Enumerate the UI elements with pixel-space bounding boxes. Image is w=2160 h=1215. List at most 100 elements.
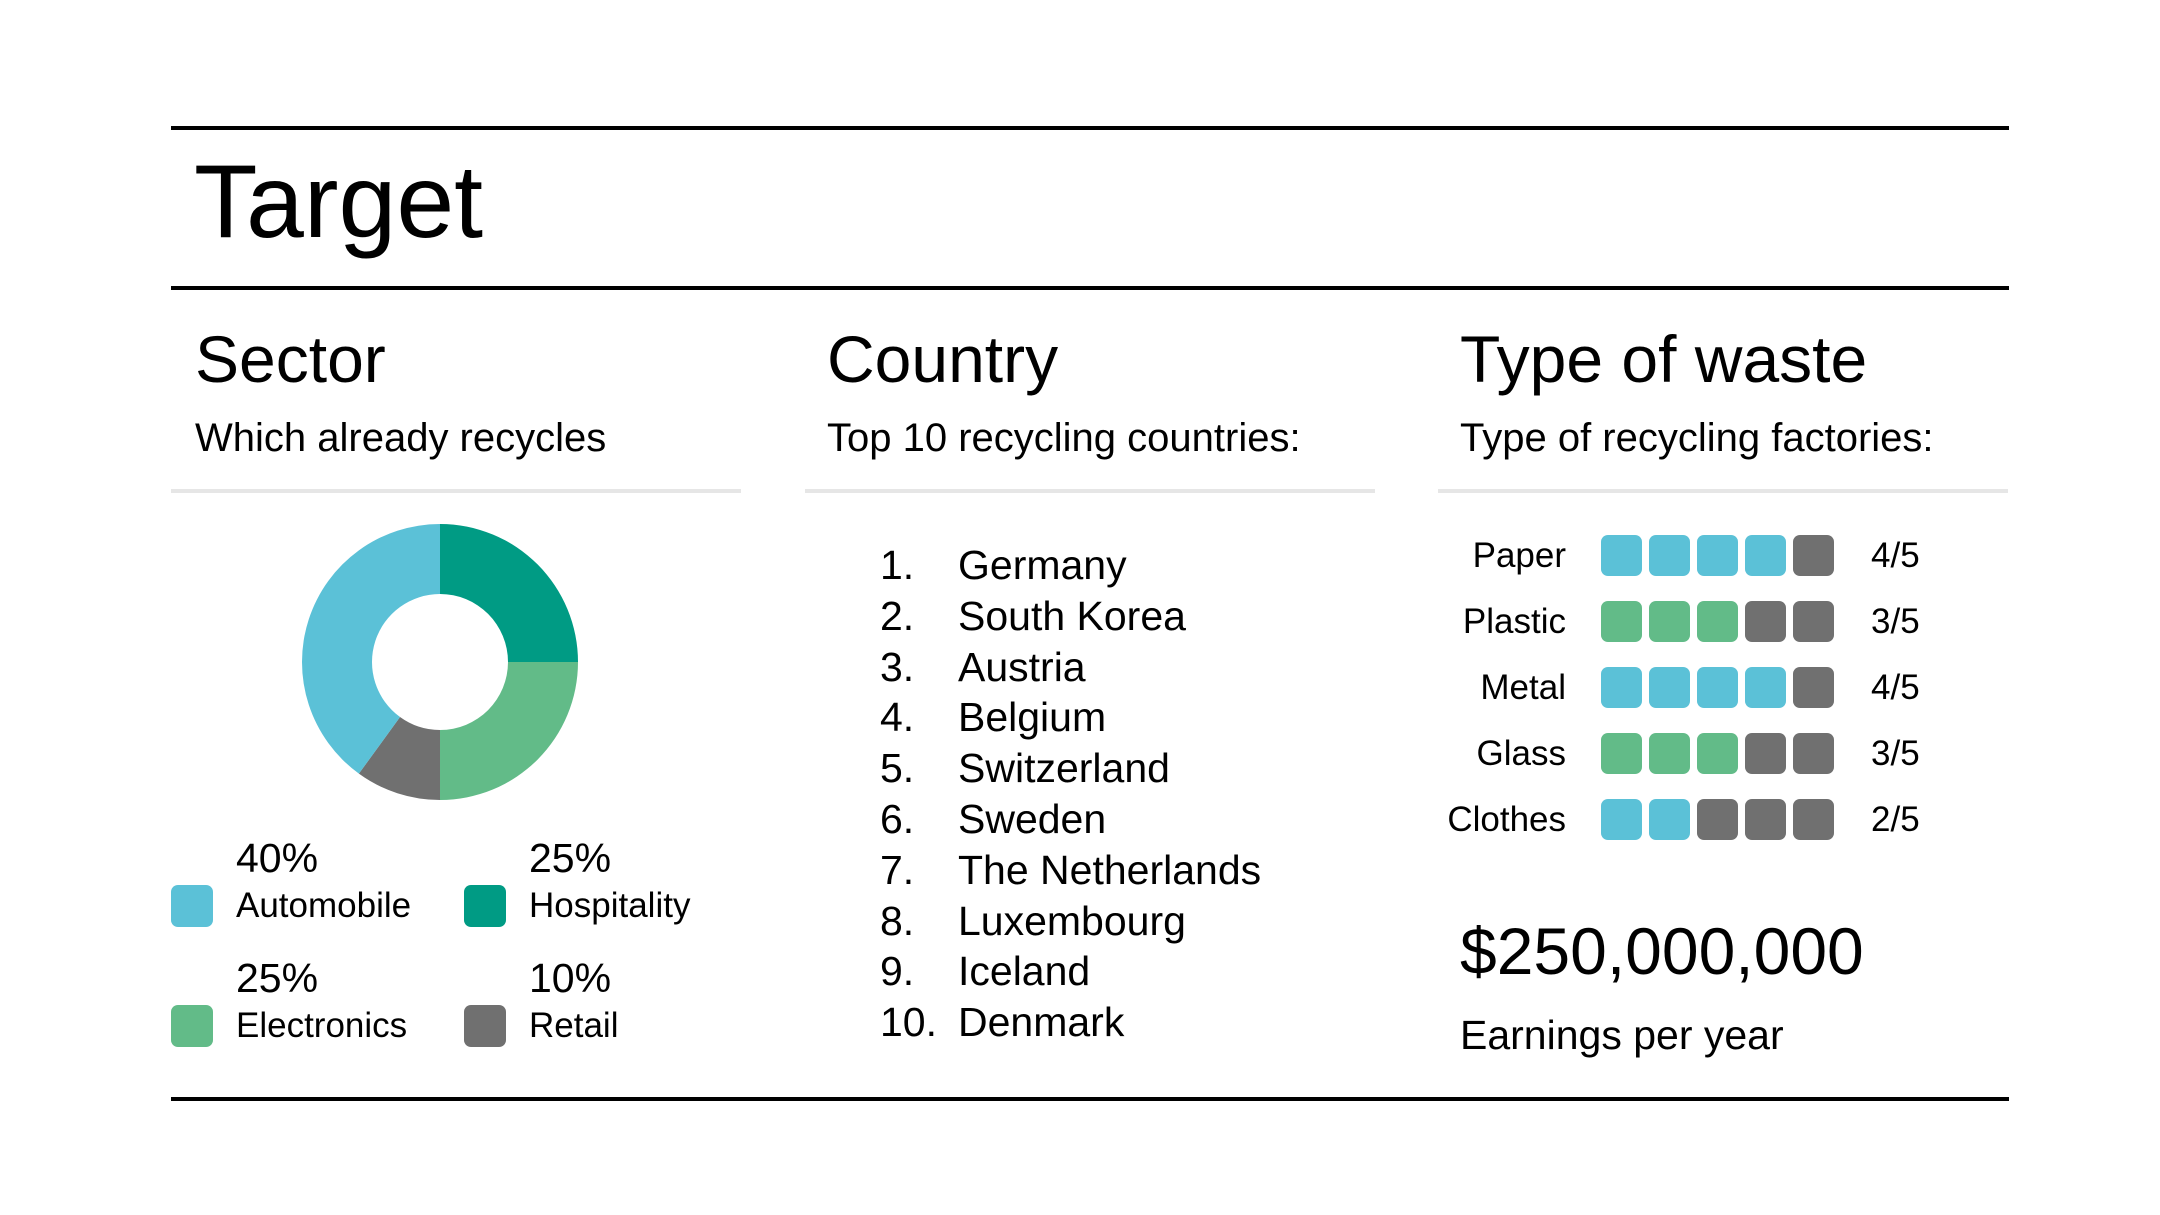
rating-blocks: [1601, 799, 1834, 840]
sector-divider: [171, 489, 741, 493]
rating-block-filled: [1697, 667, 1738, 708]
waste-row-metal: Metal 4/5: [1440, 667, 1960, 711]
country-subtitle: Top 10 recycling countries:: [827, 416, 1301, 460]
waste-label: Paper: [1472, 536, 1566, 575]
list-number: 3.: [880, 643, 915, 690]
list-number: 10.: [880, 999, 937, 1046]
sector-donut-chart: [302, 524, 578, 800]
rating-block-filled: [1601, 535, 1642, 576]
rating-block-filled: [1649, 601, 1690, 642]
legend-percent: 40%: [236, 835, 319, 881]
country-name: Belgium: [958, 694, 1107, 741]
donut-slice-automobile: [302, 524, 440, 774]
list-number: 6.: [880, 795, 915, 842]
bottom-rule: [171, 1097, 2009, 1101]
rating-block-empty: [1697, 799, 1738, 840]
legend-item-automobile: 40% Automobile: [171, 838, 431, 928]
rating-block-empty: [1793, 667, 1834, 708]
waste-label: Clothes: [1447, 800, 1566, 839]
rating-block-filled: [1649, 799, 1690, 840]
donut-slice-retail: [358, 717, 440, 800]
waste-row-clothes: Clothes 2/5: [1440, 799, 1960, 843]
rating-blocks: [1601, 535, 1834, 576]
legend-item-retail: 10% Retail: [464, 958, 724, 1048]
donut-slice-hospitality: [440, 524, 578, 662]
rating-block-empty: [1745, 733, 1786, 774]
rating-block-empty: [1793, 733, 1834, 774]
sector-title: Sector: [195, 322, 386, 396]
rating-blocks: [1601, 667, 1834, 708]
country-title: Country: [827, 322, 1059, 396]
list-number: 7.: [880, 846, 915, 893]
waste-label: Metal: [1480, 668, 1566, 707]
legend-item-electronics: 25% Electronics: [171, 958, 431, 1048]
waste-divider: [1438, 489, 2008, 493]
waste-score: 3/5: [1871, 602, 1920, 641]
title-rule: [171, 286, 2009, 290]
rating-block-filled: [1745, 535, 1786, 576]
country-name: Luxembourg: [958, 897, 1186, 944]
rating-block-empty: [1793, 535, 1834, 576]
legend-percent: 10%: [529, 955, 612, 1001]
country-name: South Korea: [958, 592, 1186, 639]
rating-block-filled: [1601, 601, 1642, 642]
rating-block-filled: [1601, 733, 1642, 774]
waste-row-paper: Paper 4/5: [1440, 535, 1960, 579]
legend-percent: 25%: [236, 955, 319, 1001]
waste-label: Plastic: [1462, 602, 1566, 641]
rating-block-filled: [1697, 601, 1738, 642]
waste-subtitle: Type of recycling factories:: [1460, 416, 1934, 460]
rating-block-filled: [1745, 667, 1786, 708]
list-number: 9.: [880, 948, 915, 995]
country-name: Denmark: [958, 999, 1125, 1046]
legend-label: Retail: [529, 1006, 619, 1045]
list-number: 1.: [880, 542, 915, 588]
donut-slice-electronics: [440, 662, 578, 800]
rating-block-filled: [1601, 667, 1642, 708]
legend-label: Electronics: [236, 1006, 408, 1045]
country-name: Sweden: [958, 795, 1107, 842]
list-number: 2.: [880, 592, 915, 639]
legend-percent: 25%: [529, 835, 612, 881]
country-name: Austria: [958, 643, 1086, 690]
rating-blocks: [1601, 601, 1834, 642]
rating-blocks: [1601, 733, 1834, 774]
waste-score: 4/5: [1871, 536, 1920, 575]
rating-block-empty: [1745, 601, 1786, 642]
waste-row-glass: Glass 3/5: [1440, 733, 1960, 777]
waste-label: Glass: [1476, 734, 1566, 773]
rating-block-filled: [1649, 733, 1690, 774]
sector-subtitle: Which already recycles: [195, 416, 607, 460]
legend-swatch: [464, 885, 506, 927]
waste-score: 3/5: [1871, 734, 1920, 773]
legend-item-hospitality: 25% Hospitality: [464, 838, 724, 928]
rating-block-filled: [1601, 799, 1642, 840]
waste-row-plastic: Plastic 3/5: [1440, 601, 1960, 645]
list-number: 8.: [880, 897, 915, 944]
earnings-label: Earnings per year: [1460, 1012, 1784, 1058]
rating-block-filled: [1697, 733, 1738, 774]
legend-label: Automobile: [236, 886, 412, 925]
list-number: 5.: [880, 745, 915, 792]
country-divider: [805, 489, 1375, 493]
legend-swatch: [464, 1005, 506, 1047]
list-number: 4.: [880, 694, 915, 741]
earnings-value: $250,000,000: [1460, 914, 1864, 988]
country-name: Iceland: [958, 948, 1091, 995]
legend-label: Hospitality: [529, 886, 691, 925]
waste-score: 4/5: [1871, 668, 1920, 707]
country-name: The Netherlands: [958, 846, 1262, 893]
rating-block-empty: [1793, 601, 1834, 642]
country-name: Switzerland: [958, 745, 1170, 792]
country-name: Germany: [958, 542, 1127, 588]
legend-swatch: [171, 885, 213, 927]
legend-swatch: [171, 1005, 213, 1047]
rating-block-filled: [1649, 667, 1690, 708]
rating-block-filled: [1697, 535, 1738, 576]
rating-block-empty: [1793, 799, 1834, 840]
rating-block-empty: [1745, 799, 1786, 840]
rating-block-filled: [1649, 535, 1690, 576]
waste-score: 2/5: [1871, 800, 1920, 839]
page-title: Target: [194, 144, 484, 260]
top-rule: [171, 126, 2009, 130]
